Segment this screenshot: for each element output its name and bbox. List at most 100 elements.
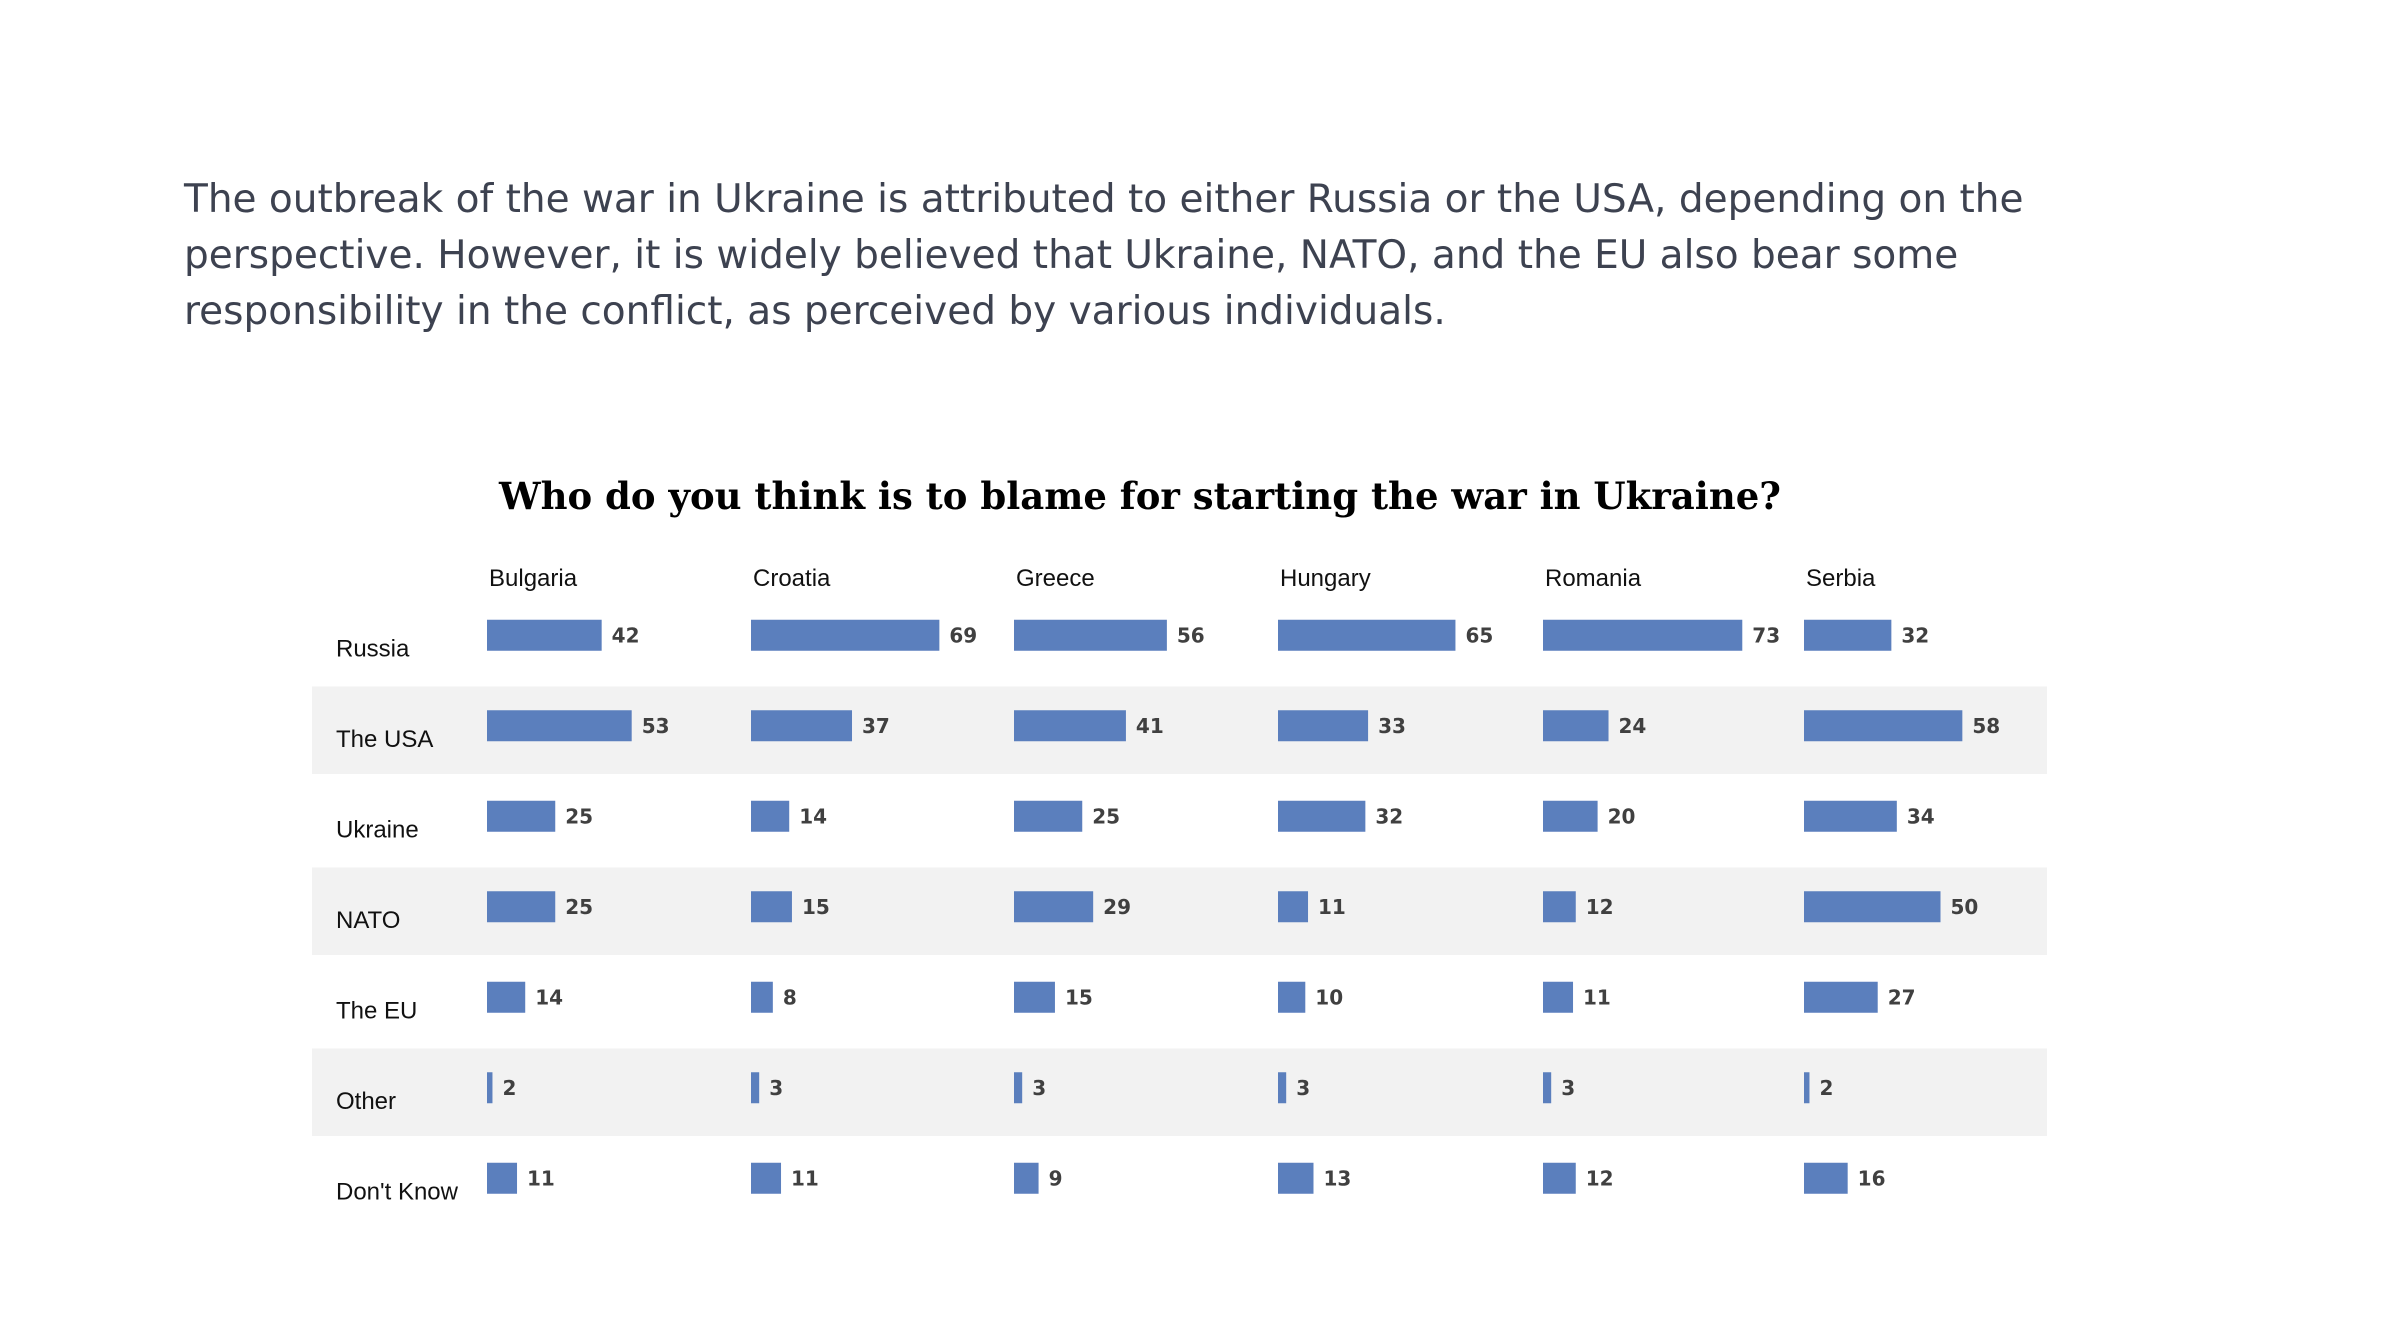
country-header: Greece (1016, 565, 1095, 592)
value-label: 16 (1858, 1166, 1886, 1190)
bar (487, 619, 602, 651)
bar (1014, 891, 1094, 923)
row-label: The USA (336, 726, 433, 753)
value-label: 2 (502, 1076, 516, 1100)
country-header: Bulgaria (489, 565, 578, 592)
value-label: 27 (1888, 985, 1916, 1009)
bar (751, 1072, 760, 1104)
bar (1543, 800, 1598, 832)
bar (1543, 1162, 1576, 1194)
bar (1804, 891, 1941, 923)
bar (487, 1072, 493, 1104)
value-label: 14 (799, 804, 827, 828)
bar (1804, 1162, 1848, 1194)
row-band (312, 1048, 2047, 1136)
value-label: 34 (1907, 804, 1935, 828)
value-label: 11 (1583, 985, 1611, 1009)
value-label: 3 (769, 1076, 783, 1100)
value-label: 58 (1972, 714, 2000, 738)
value-label: 15 (1065, 985, 1093, 1009)
row-label: The EU (336, 997, 417, 1024)
value-label: 11 (791, 1166, 819, 1190)
country-header: Romania (1545, 565, 1642, 592)
bar (1014, 800, 1083, 832)
bar (751, 891, 792, 923)
bar (1278, 800, 1366, 832)
bar (751, 800, 790, 832)
bar (1278, 891, 1309, 923)
bar (487, 710, 632, 742)
bar (1804, 800, 1897, 832)
bar (1804, 710, 1963, 742)
value-label: 12 (1586, 1166, 1614, 1190)
value-label: 50 (1951, 895, 1979, 919)
value-label: 25 (1092, 804, 1120, 828)
bar (751, 619, 940, 651)
value-label: 32 (1375, 804, 1403, 828)
value-label: 14 (535, 985, 563, 1009)
bar (1014, 619, 1167, 651)
intro-text: The outbreak of the war in Ukraine is at… (184, 177, 2024, 334)
bar (1804, 981, 1878, 1013)
value-label: 20 (1608, 804, 1636, 828)
row-label: Don't Know (336, 1178, 459, 1205)
value-label: 11 (527, 1166, 555, 1190)
value-label: 29 (1103, 895, 1131, 919)
country-header: Hungary (1280, 565, 1371, 592)
value-label: 53 (642, 714, 670, 738)
bar (1543, 891, 1576, 923)
bar (1278, 1162, 1314, 1194)
bar (487, 1162, 518, 1194)
value-label: 3 (1032, 1076, 1046, 1100)
value-label: 13 (1323, 1166, 1351, 1190)
bar (1543, 619, 1743, 651)
value-label: 9 (1049, 1166, 1063, 1190)
value-label: 73 (1752, 623, 1780, 647)
bar (751, 710, 853, 742)
value-label: 25 (565, 895, 593, 919)
value-label: 25 (565, 804, 593, 828)
value-label: 37 (862, 714, 890, 738)
chart-title: Who do you think is to blame for startin… (499, 474, 1781, 518)
bar (1278, 619, 1456, 651)
bar (1014, 710, 1126, 742)
value-label: 42 (612, 623, 640, 647)
country-header: Croatia (753, 565, 831, 592)
row-label: Other (336, 1088, 396, 1115)
value-label: 33 (1378, 714, 1406, 738)
bar (1804, 619, 1892, 651)
bar (1014, 981, 1055, 1013)
bar (751, 1162, 782, 1194)
value-label: 24 (1619, 714, 1647, 738)
bar (1014, 1162, 1039, 1194)
value-label: 56 (1177, 623, 1205, 647)
bar (1014, 1072, 1023, 1104)
bar (1278, 1072, 1287, 1104)
bar (487, 981, 526, 1013)
value-label: 32 (1901, 623, 1929, 647)
value-label: 3 (1561, 1076, 1575, 1100)
value-label: 2 (1819, 1076, 1833, 1100)
bar (487, 891, 556, 923)
value-label: 11 (1318, 895, 1346, 919)
bar (1543, 710, 1609, 742)
bar (1278, 981, 1306, 1013)
bar (1804, 1072, 1810, 1104)
value-label: 69 (949, 623, 977, 647)
row-label: Russia (336, 635, 410, 662)
bar (1278, 710, 1369, 742)
value-label: 65 (1465, 623, 1493, 647)
bar (1543, 981, 1574, 1013)
country-header: Serbia (1806, 565, 1876, 592)
bar (1543, 1072, 1552, 1104)
value-label: 3 (1296, 1076, 1310, 1100)
value-label: 41 (1136, 714, 1164, 738)
value-label: 8 (783, 985, 797, 1009)
row-label: Ukraine (336, 816, 419, 843)
value-label: 10 (1315, 985, 1343, 1009)
value-label: 15 (802, 895, 830, 919)
row-label: NATO (336, 907, 400, 934)
value-label: 12 (1586, 895, 1614, 919)
bar (487, 800, 556, 832)
